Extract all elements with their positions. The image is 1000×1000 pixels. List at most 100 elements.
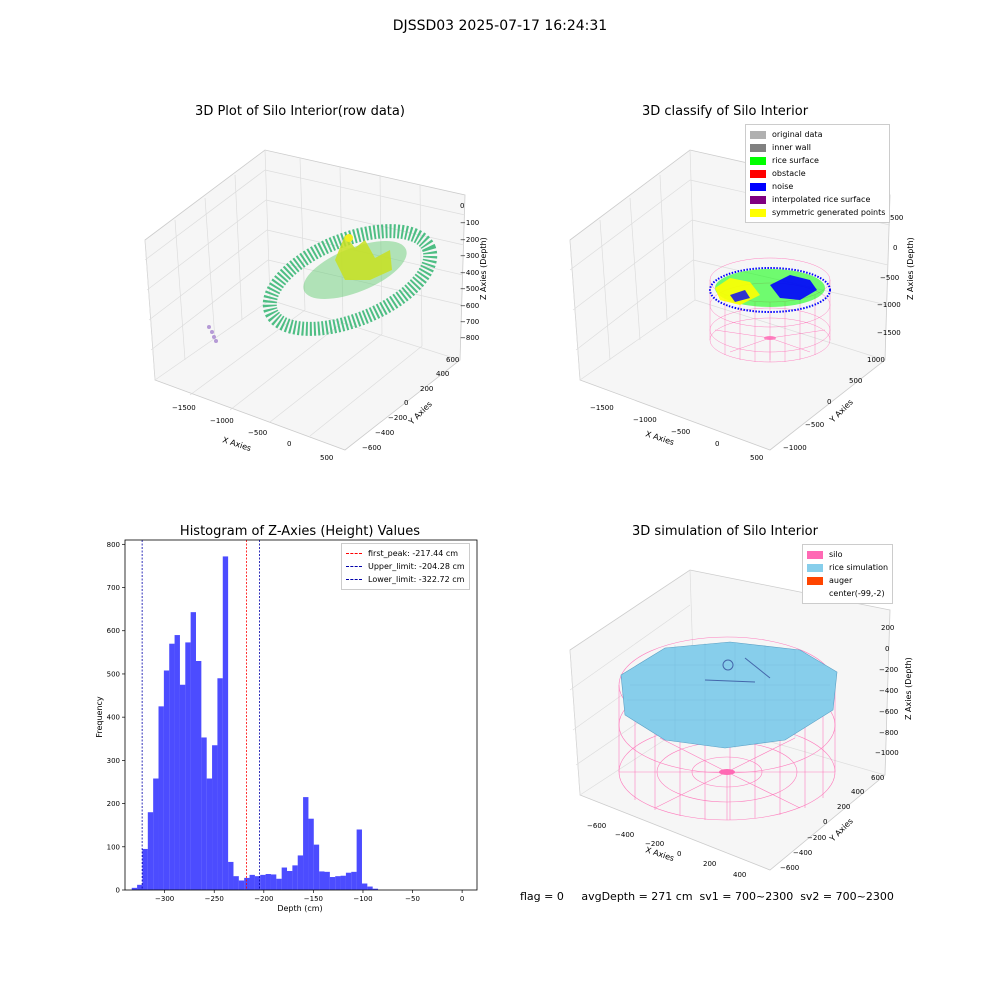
p4-ytick: −600 [780, 864, 799, 872]
x-tick-label: −150 [304, 895, 323, 903]
p4-ytick: 0 [823, 818, 827, 826]
histogram-bar [169, 643, 175, 890]
p1-ytick: 600 [446, 356, 459, 364]
y-tick-label: 0 [116, 887, 120, 895]
p2-xtick: 0 [715, 440, 719, 448]
histogram-bar [179, 684, 186, 890]
p2-ytick: −1000 [783, 444, 807, 452]
p4-ztick: 200 [881, 624, 894, 632]
legend-item: noise [750, 180, 885, 193]
histogram-bar [265, 874, 271, 890]
p2-ztick: −1500 [877, 329, 901, 337]
p2-ztick: 500 [890, 214, 903, 222]
legend-label: inner wall [772, 143, 812, 152]
legend-swatch [750, 130, 766, 139]
panel4-title: 3D simulation of Silo Interior [632, 524, 818, 539]
p1-xlabel: X Axies [221, 435, 252, 453]
histogram-bar [287, 870, 293, 890]
p2-ytick: 500 [849, 377, 862, 385]
p1-ylabel: Y Axies [406, 400, 434, 428]
p1-ztick: −100 [460, 219, 479, 227]
histogram-bar [190, 612, 196, 890]
stats-footer: flag = 0 avgDepth = 271 cm sv1 = 700~230… [520, 890, 894, 903]
legend-swatch [807, 576, 823, 585]
histogram-bar [222, 556, 229, 890]
histogram-bar [313, 844, 320, 890]
histogram-bar [147, 812, 154, 890]
legend-item: original data [750, 128, 885, 141]
histogram-bar [260, 874, 266, 890]
p2-ztick: 0 [893, 244, 897, 252]
p4-ytick: 600 [871, 774, 884, 782]
x-tick-label: −200 [254, 895, 273, 903]
p4-ztick: −600 [879, 708, 898, 716]
p1-ytick: −600 [362, 444, 381, 452]
panel1-peak-points [335, 235, 392, 280]
histogram-ylabel: Frequency [95, 696, 104, 738]
histogram-bar [137, 884, 143, 890]
p1-xtick: −1000 [210, 417, 234, 425]
histogram-bar [292, 865, 298, 890]
y-tick-label: 300 [107, 757, 120, 765]
p2-xtick: −1500 [590, 404, 614, 412]
legend-item: Lower_limit: -322.72 cm [346, 573, 465, 586]
legend-dash [346, 579, 362, 580]
histogram-xlabel: Depth (cm) [277, 904, 322, 913]
legend-swatch [750, 182, 766, 191]
legend-label: center(-99,-2) [829, 589, 885, 598]
histogram-bar [201, 737, 207, 890]
p1-ztick: −400 [460, 269, 479, 277]
p1-ytick: 200 [420, 385, 433, 393]
legend-label: symmetric generated points [772, 208, 886, 217]
legend-swatch [750, 195, 766, 204]
legend-swatch [750, 156, 766, 165]
legend-label: interpolated rice surface [772, 195, 871, 204]
histogram-bar [131, 887, 138, 890]
figure-title: DJSSD03 2025-07-17 16:24:31 [392, 18, 608, 34]
x-tick-label: −100 [353, 895, 372, 903]
p1-ytick: 400 [436, 370, 449, 378]
y-tick-label: 700 [107, 584, 120, 592]
panel2-title: 3D classify of Silo Interior [641, 104, 809, 119]
p4-ytick: −400 [793, 849, 812, 857]
panel1-title: 3D Plot of Silo Interior(row data) [195, 104, 405, 119]
legend-swatch [807, 563, 823, 572]
p4-xtick: −600 [587, 822, 606, 830]
histogram-bar [351, 871, 357, 890]
p2-ytick: −500 [805, 421, 824, 429]
p4-xtick: 200 [703, 860, 716, 868]
legend-item: rice surface [750, 154, 885, 167]
legend-swatch [807, 590, 823, 598]
histogram-frame [124, 539, 478, 891]
histogram-bar [185, 642, 191, 890]
p2-ztick: −1000 [877, 301, 901, 309]
p2-xtick: −1000 [633, 416, 657, 424]
histogram-bar [163, 670, 170, 890]
legend-item: obstacle [750, 167, 885, 180]
legend-item: interpolated rice surface [750, 193, 885, 206]
histogram-title: Histogram of Z-Axies (Height) Values [179, 524, 421, 539]
p4-ytick: 400 [851, 788, 864, 796]
y-tick-label: 600 [107, 627, 120, 635]
panel2-3d-axes: −1500 −1000 −500 0 500 −1000 −500 0 500 … [569, 149, 915, 460]
p1-ztick: −200 [460, 236, 479, 244]
x-tick-label: −250 [205, 895, 224, 903]
histogram-bar [340, 875, 346, 890]
p1-xtick: 500 [320, 454, 333, 460]
legend-label: first_peak: -217.44 cm [368, 549, 459, 558]
x-tick-label: −50 [405, 895, 420, 903]
p1-ztick: −600 [460, 302, 479, 310]
legend-dash [346, 553, 362, 554]
histogram-bar [329, 877, 336, 890]
p1-ztick: −300 [460, 252, 479, 260]
p4-ylabel: Y Axies [827, 817, 855, 845]
histogram-bar [174, 635, 180, 890]
histogram-bar [345, 872, 352, 890]
p2-ytick: 0 [827, 398, 831, 406]
legend-label: Lower_limit: -322.72 cm [368, 575, 465, 584]
histogram-bar [361, 883, 368, 890]
legend-item: symmetric generated points [750, 206, 885, 219]
legend-swatch [750, 208, 766, 217]
p4-xtick: −200 [645, 840, 664, 848]
p4-ytick: −200 [807, 834, 826, 842]
